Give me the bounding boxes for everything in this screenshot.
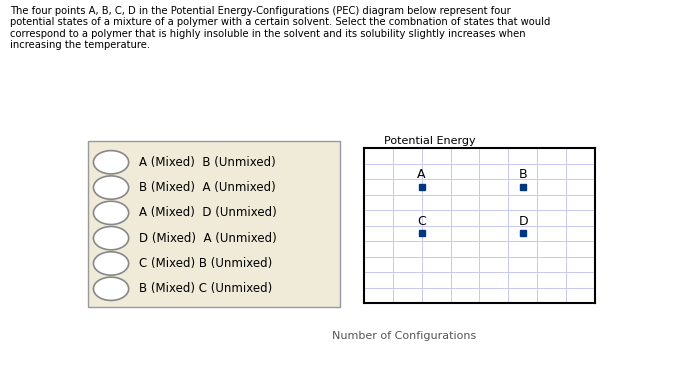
Circle shape bbox=[93, 201, 129, 225]
Text: The four points A, B, C, D in the Potential Energy-Configurations (PEC) diagram : The four points A, B, C, D in the Potent… bbox=[10, 6, 551, 50]
Circle shape bbox=[93, 277, 129, 300]
Text: A: A bbox=[418, 168, 426, 181]
Circle shape bbox=[93, 252, 129, 275]
Text: B (Mixed)  A (Unmixed): B (Mixed) A (Unmixed) bbox=[139, 181, 275, 194]
FancyBboxPatch shape bbox=[88, 141, 340, 307]
Text: B: B bbox=[518, 168, 527, 181]
Circle shape bbox=[93, 176, 129, 199]
Circle shape bbox=[93, 226, 129, 250]
Text: C: C bbox=[418, 215, 426, 228]
Text: A (Mixed)  B (Unmixed): A (Mixed) B (Unmixed) bbox=[139, 156, 275, 169]
Text: B (Mixed) C (Unmixed): B (Mixed) C (Unmixed) bbox=[139, 282, 272, 295]
Text: D: D bbox=[518, 215, 528, 228]
Text: Number of Configurations: Number of Configurations bbox=[333, 331, 477, 341]
Text: A (Mixed)  D (Unmixed): A (Mixed) D (Unmixed) bbox=[139, 206, 277, 219]
Text: C (Mixed) B (Unmixed): C (Mixed) B (Unmixed) bbox=[139, 257, 272, 270]
Text: D (Mixed)  A (Unmixed): D (Mixed) A (Unmixed) bbox=[139, 232, 277, 245]
Text: Potential Energy: Potential Energy bbox=[384, 136, 476, 146]
Circle shape bbox=[93, 151, 129, 174]
